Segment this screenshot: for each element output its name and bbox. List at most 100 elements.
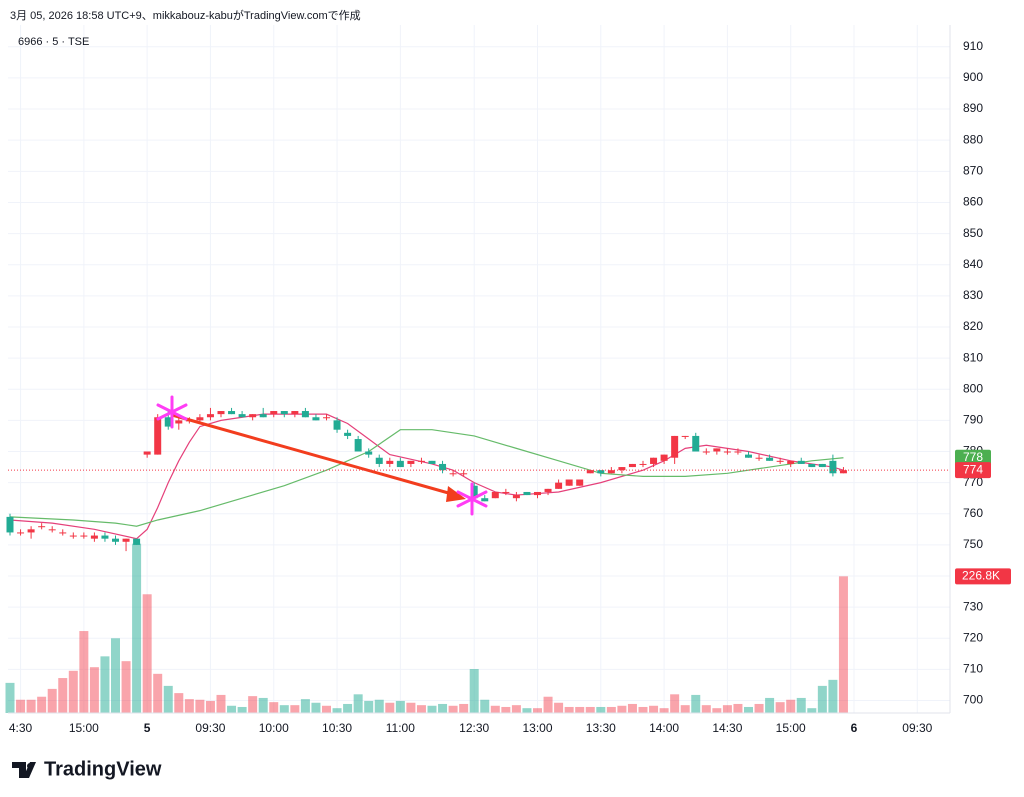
candle-body (818, 463, 826, 468)
candle-body (101, 535, 109, 539)
candle-body (460, 473, 468, 475)
volume-bar (227, 705, 237, 713)
candle-body (534, 491, 541, 496)
candle-body (354, 439, 362, 452)
volume-bar (37, 696, 47, 713)
x-tick-label: 6 (851, 721, 858, 735)
price-label-text: 774 (963, 462, 983, 476)
candle-body (555, 482, 563, 489)
candle-body (249, 414, 257, 418)
candle-body (48, 529, 56, 531)
volume-bar (744, 706, 753, 713)
volume-label-box (955, 568, 1011, 585)
candle-body (586, 470, 594, 474)
volume-bar (374, 699, 384, 713)
marker-start (156, 395, 188, 429)
candle-body (238, 414, 246, 418)
volume-bar (564, 706, 574, 713)
y-tick-label: 820 (963, 319, 983, 333)
candle-body (259, 414, 267, 418)
volume-bar (26, 699, 36, 713)
volume-bar (269, 702, 279, 713)
volume-bar (807, 708, 817, 713)
candle-body (122, 538, 130, 542)
candle-body (766, 457, 774, 461)
volume-bar (638, 706, 648, 713)
x-tick-label: 15:00 (69, 721, 99, 735)
candle-body (745, 454, 752, 458)
brand-logo: TradingView (12, 758, 162, 780)
candle-body (607, 470, 615, 474)
candle-body (396, 460, 404, 468)
volume-bar (501, 706, 511, 713)
volume-bar (205, 700, 215, 713)
volume-bar (195, 699, 205, 713)
volume-bar (184, 699, 194, 713)
indicator-lines (9, 413, 844, 540)
candle-body (323, 417, 330, 419)
volume-bar (416, 705, 426, 713)
volume-bar (480, 699, 490, 713)
volume-bar (617, 705, 627, 713)
volume-bar (448, 705, 458, 713)
volume-pane (5, 543, 848, 713)
candle-body (439, 463, 447, 471)
volume-bar (733, 703, 743, 713)
candle-body (597, 470, 605, 474)
volume-bar (691, 694, 701, 713)
candles (6, 407, 847, 552)
candle-body (375, 457, 383, 464)
candle-body (797, 460, 805, 464)
volume-bar (438, 703, 448, 713)
volume-bar (311, 702, 321, 713)
candle-body (417, 460, 425, 462)
volume-bar (406, 702, 416, 713)
volume-bar (511, 705, 521, 713)
candle-body (502, 491, 510, 493)
volume-bar (796, 697, 806, 713)
candle-body (576, 479, 584, 486)
candle-body (428, 460, 436, 464)
candle-body (713, 448, 721, 452)
y-tick-label: 840 (963, 257, 983, 271)
candle-body (407, 460, 415, 464)
volume-bar (606, 706, 616, 713)
candle-body (365, 451, 373, 455)
volume-bar (395, 700, 405, 713)
volume-bar (248, 696, 258, 713)
chart-title: 3月 05, 2026 18:58 UTC+9、mikkabouz-kabuがT… (10, 8, 361, 22)
candle-body (671, 435, 679, 458)
candle-body (491, 491, 499, 499)
volume-bar (765, 697, 775, 713)
volume-bar (89, 667, 99, 713)
candle-body (175, 420, 183, 424)
y-tick-label: 860 (963, 195, 983, 209)
candle-body (270, 411, 278, 415)
y-tick-label: 730 (963, 599, 983, 613)
candle-body (839, 470, 847, 474)
marker-stroke (456, 490, 488, 508)
volume-bar (163, 685, 173, 713)
x-tick-label: 09:30 (902, 721, 932, 735)
volume-bar (79, 631, 89, 713)
candle-body (59, 532, 67, 534)
candle-body (217, 411, 225, 415)
candle-body (692, 435, 700, 452)
candle-body (639, 463, 647, 465)
x-tick-label: 10:30 (322, 721, 352, 735)
candle-body (38, 526, 46, 528)
volume-bar (364, 700, 374, 713)
volume-label-text: 226.8K (962, 568, 1000, 582)
volume-bar (722, 705, 732, 713)
x-tick-label: 12:30 (459, 721, 489, 735)
candle-body (702, 451, 710, 453)
volume-bar (554, 702, 564, 713)
candle-body (386, 460, 394, 464)
candle-body (80, 535, 88, 537)
candle-body (808, 463, 816, 468)
marker-stroke (156, 403, 188, 421)
volume-bar (385, 702, 395, 713)
candle-body (17, 532, 25, 534)
candle-body (787, 460, 795, 464)
y-tick-label: 750 (963, 537, 983, 551)
